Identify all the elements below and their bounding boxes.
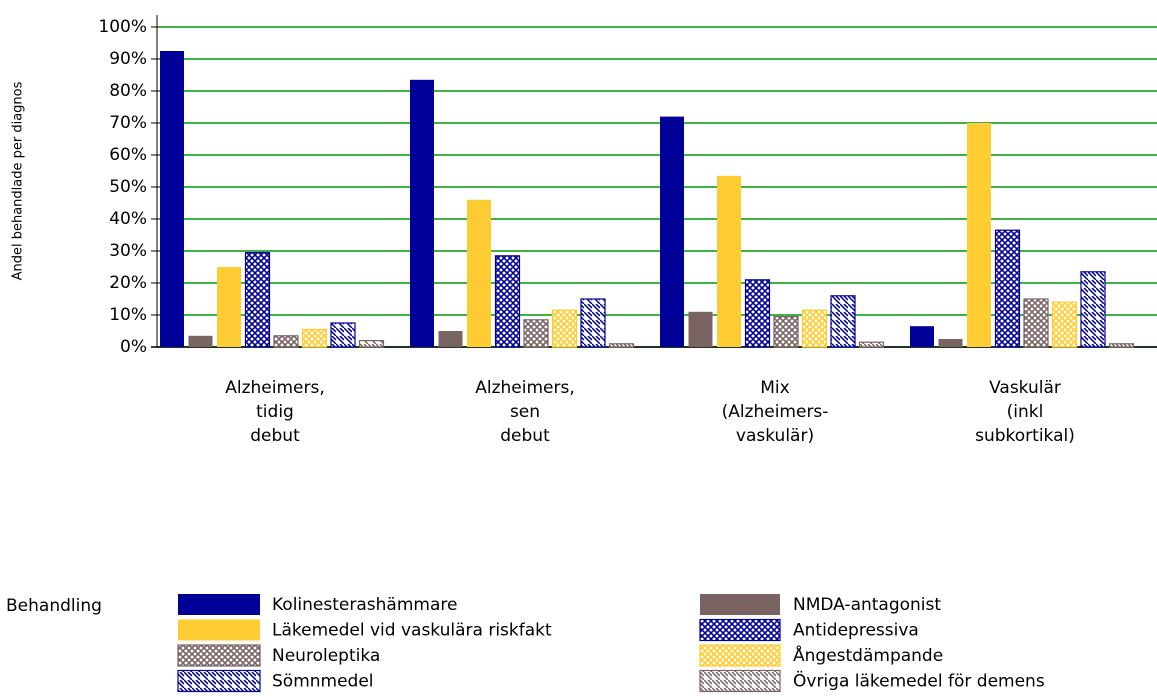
bar bbox=[188, 335, 213, 347]
bar bbox=[858, 341, 885, 348]
bar bbox=[244, 252, 271, 348]
legend-label: Ångestdämpande bbox=[793, 644, 943, 666]
x-tick-label: Vaskulär bbox=[989, 378, 1061, 398]
bar bbox=[330, 322, 356, 348]
bar bbox=[217, 267, 241, 347]
y-tick-label: 80% bbox=[109, 81, 147, 101]
y-tick-label: 10% bbox=[109, 305, 147, 325]
legend-label: Övriga läkemedel för demens bbox=[793, 670, 1045, 692]
legend-label: Neuroleptika bbox=[272, 646, 380, 666]
bar bbox=[273, 335, 299, 348]
bar bbox=[160, 51, 184, 347]
bar bbox=[1023, 298, 1049, 348]
bar bbox=[580, 298, 606, 348]
legend-label: Kolinesterashämmare bbox=[272, 595, 457, 615]
y-tick-label: 50% bbox=[109, 177, 147, 197]
x-tick-label: Mix bbox=[760, 378, 789, 398]
bar bbox=[551, 309, 578, 348]
x-tick-label: debut bbox=[500, 426, 550, 446]
bar bbox=[467, 199, 491, 347]
legend-title: Behandling bbox=[6, 596, 102, 616]
bar bbox=[358, 340, 385, 348]
y-tick-label: 100% bbox=[98, 17, 147, 37]
x-tick-label: debut bbox=[250, 426, 300, 446]
legend-label: Antidepressiva bbox=[793, 621, 919, 641]
bar bbox=[967, 123, 991, 347]
bar bbox=[1080, 271, 1106, 348]
bar bbox=[801, 309, 828, 348]
bar bbox=[438, 331, 463, 347]
bar bbox=[688, 311, 713, 347]
legend-swatch bbox=[177, 669, 261, 693]
x-tick-label: Alzheimers, bbox=[225, 378, 325, 398]
legend-swatch bbox=[177, 644, 261, 667]
y-tick-label: 60% bbox=[109, 145, 147, 165]
y-tick-label: 20% bbox=[109, 273, 147, 293]
legend-swatch bbox=[699, 644, 781, 667]
x-tick-label: tidig bbox=[256, 402, 294, 422]
bar bbox=[1051, 301, 1078, 348]
x-tick-label: (inkl bbox=[1007, 402, 1044, 422]
bar bbox=[1108, 343, 1135, 348]
bar bbox=[523, 319, 549, 348]
bar bbox=[773, 316, 799, 348]
y-tick-label: 70% bbox=[109, 113, 147, 133]
bar bbox=[717, 175, 741, 347]
y-tick-label: 0% bbox=[120, 337, 147, 357]
legend-swatch bbox=[699, 618, 781, 642]
bar bbox=[410, 79, 434, 348]
legend-swatch bbox=[700, 594, 780, 615]
legend-swatch bbox=[178, 619, 260, 641]
bar bbox=[830, 295, 856, 348]
y-tick-label: 90% bbox=[109, 49, 147, 69]
bar bbox=[301, 328, 328, 348]
legend-swatch bbox=[699, 669, 781, 693]
legend-label: Läkemedel vid vaskulära riskfakt bbox=[272, 621, 552, 641]
bar bbox=[938, 339, 963, 347]
x-tick-label: vaskulär) bbox=[736, 426, 814, 446]
legend-label: NMDA-antagonist bbox=[793, 595, 941, 615]
bar bbox=[910, 326, 934, 347]
x-tick-label: (Alzheimers- bbox=[722, 402, 829, 422]
y-tick-label: 40% bbox=[109, 209, 147, 229]
x-tick-label: subkortikal) bbox=[975, 426, 1075, 446]
x-tick-label: Alzheimers, bbox=[475, 378, 575, 398]
x-tick-label: sen bbox=[510, 402, 540, 422]
legend-label: Sömnmedel bbox=[272, 672, 374, 692]
bar bbox=[994, 229, 1021, 348]
bar bbox=[494, 255, 521, 348]
bar bbox=[744, 279, 771, 348]
bar bbox=[608, 343, 635, 348]
bar bbox=[660, 116, 684, 347]
y-axis-label: Andel behandlade per diagnos bbox=[11, 81, 26, 280]
legend-swatch bbox=[178, 594, 260, 615]
y-tick-label: 30% bbox=[109, 241, 147, 261]
